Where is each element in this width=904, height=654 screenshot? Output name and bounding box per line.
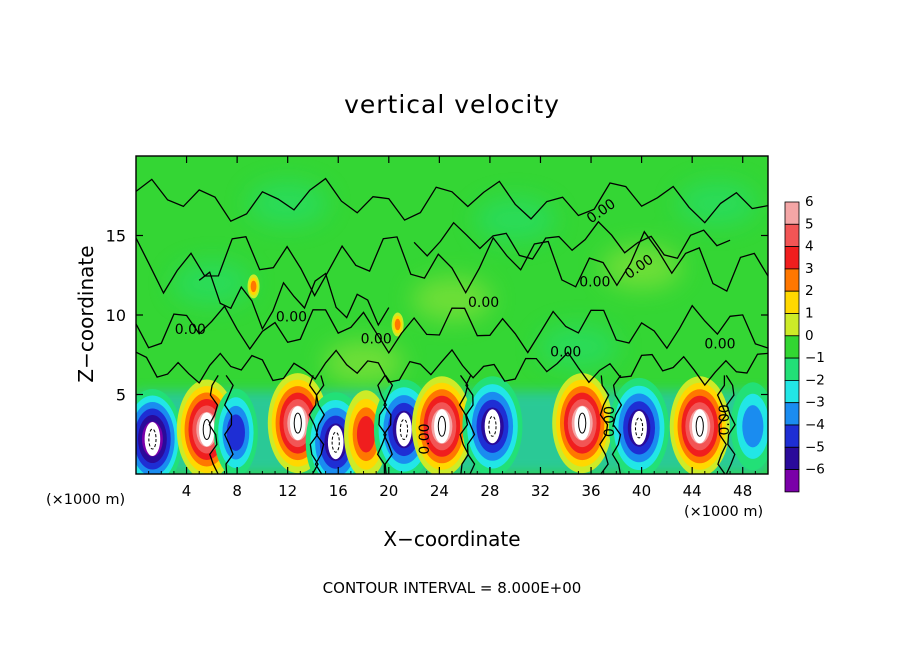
x-tick-label: 20: [379, 482, 398, 500]
colorbar-swatch: [784, 357, 800, 381]
velocity-cell: [609, 377, 670, 474]
x-axis-label: X−coordinate: [383, 527, 520, 551]
colorbar-swatch: [784, 290, 800, 314]
velocity-cell: [411, 376, 472, 474]
x-tick-label: 28: [480, 482, 499, 500]
y-axis: 5 10 15: [106, 227, 768, 405]
colorbar-label: 1: [805, 306, 814, 322]
colorbar-swatch: [784, 268, 800, 292]
contour-label: 0.00: [276, 309, 307, 325]
x-tick-label: 16: [329, 482, 348, 500]
colorbar-label: 0: [805, 328, 814, 344]
x-tick-label: 44: [683, 482, 702, 500]
field-tint: [171, 261, 252, 306]
field-tint: [247, 181, 328, 226]
contour-line: [725, 375, 736, 474]
contour-labels: 0.00 0.00 0.00 0.00 0.00 0.00 0.00 0.00 0.00 0.00…: [175, 196, 736, 455]
contour-label: 0.00: [468, 295, 499, 311]
colorbar-swatch: [784, 469, 800, 493]
colorbar-swatch: [784, 402, 800, 426]
field-tint: [412, 277, 492, 322]
contour-line: [308, 375, 319, 474]
contour-label: 0.00: [175, 322, 206, 338]
contour-line: [458, 375, 470, 474]
contour-line: [126, 375, 135, 474]
contour-line: [136, 177, 768, 224]
contour-interval-note: CONTOUR INTERVAL = 8.000E+00: [323, 579, 582, 597]
colorbar-label: 3: [805, 261, 814, 277]
contour-line: [599, 375, 610, 474]
x-axis: 4 8 12 16 20 24 28 32 36 40 44 48: [148, 156, 756, 500]
x-tick-label: 12: [278, 482, 297, 500]
colorbar-label: 4: [805, 239, 814, 255]
colorbar-swatch: [784, 313, 800, 337]
colorbar-swatch: [784, 223, 800, 248]
x-unit-right: (×1000 m): [684, 504, 763, 520]
contour-label: 0.00: [361, 332, 392, 348]
contour-line: [136, 304, 768, 355]
contour-line: [208, 375, 219, 474]
field-tint: [538, 324, 619, 369]
x-tick-label: 8: [232, 482, 242, 500]
x-tick-label: 32: [531, 482, 550, 500]
velocity-cell: [669, 376, 730, 474]
colorbar-label: −5: [805, 439, 825, 455]
contour-line: [223, 375, 234, 474]
velocity-cell: [213, 388, 258, 474]
colorbar-swatch: [784, 246, 800, 270]
velocity-cell: [136, 389, 183, 474]
contour-line: [136, 348, 768, 387]
contour-line: [198, 271, 390, 331]
velocity-cell: [730, 382, 768, 471]
colorbar-swatch: [784, 335, 800, 359]
colorbar-label: 5: [805, 216, 814, 232]
velocity-cell: [462, 376, 523, 474]
velocity-cell: [391, 312, 404, 337]
velocity-cell: [247, 274, 260, 299]
contour-label: 0.00: [550, 344, 581, 360]
contour-line: [716, 375, 727, 474]
colorbar-legend: 6 5 4 3 2 1 0 −1 −2 −3 −4 −5 −6: [784, 194, 825, 493]
field-tint: [475, 197, 556, 242]
velocity-cell: [552, 373, 613, 474]
colorbar-label: 2: [805, 283, 814, 299]
x-tick-label: 24: [430, 482, 449, 500]
colorbar-label: −3: [805, 395, 825, 411]
colorbar-swatch: [784, 424, 800, 448]
y-axis-label: Z−coordinate: [74, 245, 98, 382]
y-tick-label: 10: [106, 306, 126, 325]
x-tick-label: 40: [632, 482, 651, 500]
y-tick-label: 15: [106, 227, 126, 246]
x-tick-label: 4: [182, 482, 192, 500]
contour-line: [314, 375, 326, 474]
contour-line: [136, 230, 768, 297]
zero-contours: [126, 177, 768, 474]
contour-label: 0.00: [704, 336, 735, 352]
contour-line: [383, 375, 394, 474]
colorbar-swatch: [784, 379, 800, 404]
colorbar-swatch: [784, 201, 800, 225]
y-tick-label: 5: [116, 386, 126, 405]
colorbar-label: 6: [805, 194, 814, 210]
colorbar-label: −2: [805, 372, 825, 388]
chart-title: vertical velocity: [344, 90, 560, 119]
contour-label: 0.00: [602, 406, 618, 437]
field-tint: [677, 181, 758, 226]
contour-label: 0.00: [579, 274, 610, 290]
colorbar-label: −6: [805, 462, 825, 478]
contour-line: [465, 375, 476, 474]
colorbar-label: −4: [805, 417, 825, 433]
colorbar-label: −1: [805, 350, 825, 366]
contour-line: [376, 375, 387, 474]
colorbar-swatch: [784, 446, 800, 470]
x-tick-label: 48: [733, 482, 752, 500]
contour-line: [413, 220, 731, 260]
x-unit-left: (×1000 m): [46, 492, 125, 508]
contour-label: 0.00: [417, 423, 433, 454]
contour-line: [611, 375, 623, 474]
x-tick-label: 36: [581, 482, 600, 500]
contour-label: 0.00: [717, 404, 733, 435]
